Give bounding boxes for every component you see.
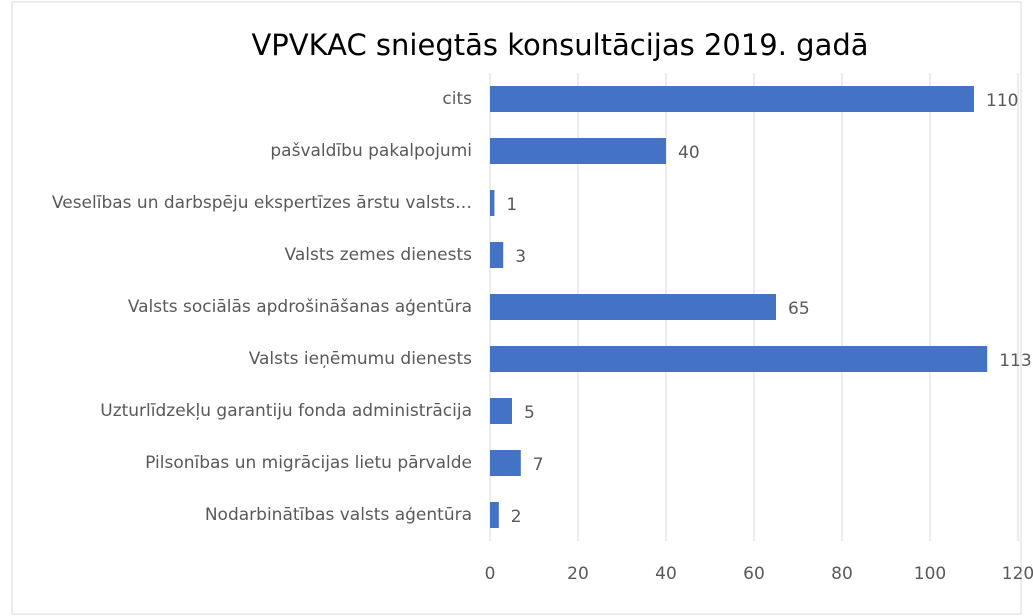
x-tick-label: 120: [1002, 564, 1033, 584]
bar: [490, 450, 521, 476]
bar: [490, 294, 776, 320]
chart-title: VPVKAC sniegtās konsultācijas 2019. gadā: [251, 28, 868, 62]
data-label: 110: [986, 91, 1018, 111]
data-label: 65: [788, 299, 810, 319]
x-tick-label: 20: [567, 564, 589, 584]
x-tick-label: 0: [485, 564, 496, 584]
bar: [490, 398, 512, 424]
y-tick-label: Veselības un darbspēju ekspertīzes ārstu…: [52, 193, 472, 213]
data-label: 113: [999, 351, 1031, 371]
y-tick-label: Uzturlīdzekļu garantiju fonda administrā…: [100, 401, 472, 421]
data-label: 3: [515, 247, 526, 267]
data-label: 40: [678, 143, 700, 163]
y-tick-label: Valsts sociālās apdrošināšanas aģentūra: [128, 297, 472, 317]
bar: [490, 190, 495, 216]
bar: [490, 138, 666, 164]
x-tick-label: 80: [831, 564, 853, 584]
y-tick-label: Valsts ieņēmumu dienests: [249, 349, 472, 369]
data-label: 7: [533, 455, 544, 475]
y-tick-label: Valsts zemes dienests: [285, 245, 473, 265]
bar: [490, 242, 504, 268]
x-tick-label: 60: [743, 564, 765, 584]
x-tick-label: 40: [655, 564, 677, 584]
bar: [490, 346, 988, 372]
data-label: 5: [524, 403, 535, 423]
y-tick-label: pašvaldību pakalpojumi: [270, 141, 472, 161]
data-label: 2: [511, 507, 522, 527]
x-tick-label: 100: [914, 564, 946, 584]
y-tick-label: Nodarbinātības valsts aģentūra: [205, 505, 472, 525]
bar: [490, 86, 974, 112]
y-tick-label: Pilsonības un migrācijas lietu pārvalde: [145, 453, 472, 473]
bar: [490, 502, 499, 528]
data-label: 1: [506, 195, 517, 215]
y-tick-label: cits: [442, 89, 472, 109]
